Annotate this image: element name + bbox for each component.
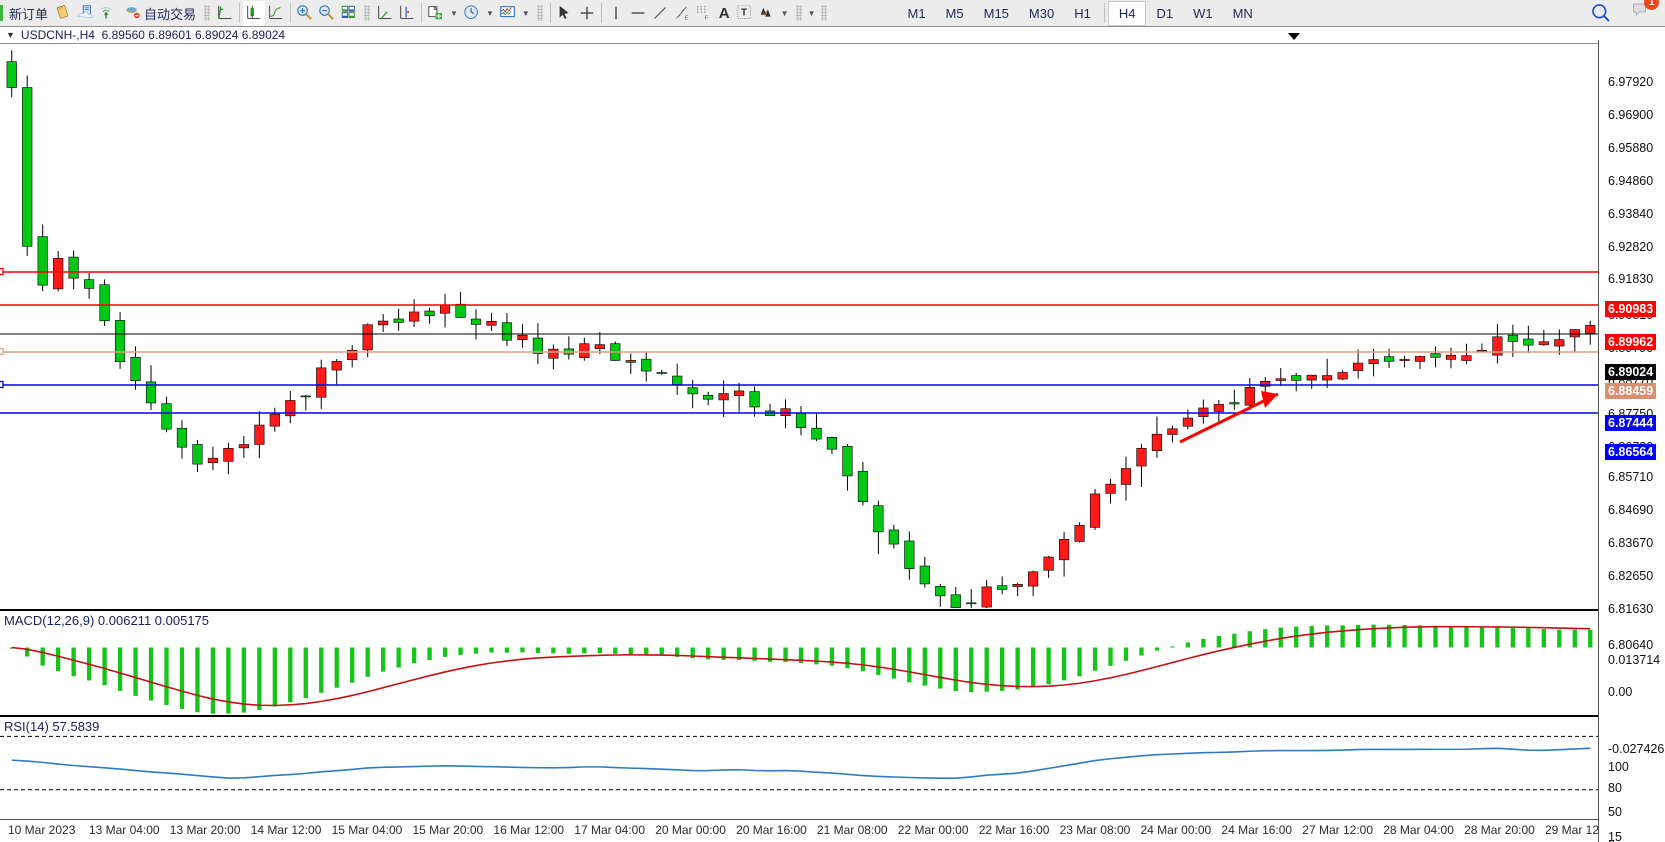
svg-text:T: T xyxy=(741,8,747,19)
svg-text:F: F xyxy=(705,15,709,21)
svg-text:E: E xyxy=(684,15,688,21)
